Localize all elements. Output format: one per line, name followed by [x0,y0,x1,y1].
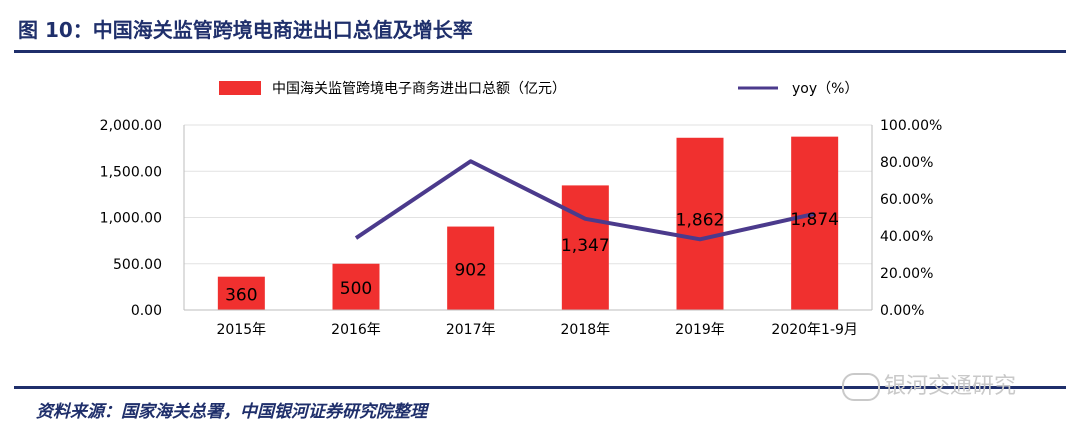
bar-data-label: 360 [225,285,257,305]
bar [447,226,495,310]
y-left-tick-label: 500.00 [113,257,162,273]
y-right-tick-label: 80.00% [880,155,933,171]
legend-line-label: yoy（%） [792,81,858,97]
y-right-tick-label: 40.00% [880,229,933,245]
bar-data-label: 902 [454,260,486,280]
legend-bar-label: 中国海关监管跨境电子商务进出口总额（亿元） [272,81,566,97]
y-left-tick-label: 0.00 [131,303,162,319]
source-note: 资料来源：国家海关总署，中国银河证券研究院整理 [36,402,427,422]
source-rule [14,386,1066,389]
chart: 中国海关监管跨境电子商务进出口总额（亿元） yoy（%） 0.00 500.00 1,0… [100,81,942,338]
x-tick-label: 2016年 [331,322,381,338]
watermark: 银河交通研究 [842,368,1016,401]
bar [217,276,265,310]
legend-bar-swatch [219,81,261,95]
bar-data-label: 1,874 [790,210,839,230]
y-right-tick-label: 20.00% [880,266,933,282]
x-tick-label: 2019年 [675,322,725,338]
y-left-tick-label: 1,000.00 [100,211,162,227]
bar-data-label: 1,347 [561,236,610,256]
bar-data-label: 500 [340,279,372,299]
y-left-tick-label: 1,500.00 [100,164,162,180]
y-right-tick-label: 100.00% [880,118,942,134]
bar [676,137,724,310]
watermark-text: 银河交通研究 [884,374,1017,399]
x-tick-label: 2017年 [446,322,496,338]
y-right-tick-label: 0.00% [880,303,924,319]
yoy-line [354,159,816,242]
x-tick-label: 2020年1-9月 [771,322,858,338]
figure-title: 图 10：中国海关监管跨境电商进出口总值及增长率 [18,18,473,42]
y-right-tick-label: 60.00% [880,192,933,208]
x-tick-label: 2018年 [561,322,611,338]
title-rule [14,50,1066,53]
wechat-icon [842,373,880,401]
bar-data-label: 1,862 [676,211,725,231]
bar [791,136,839,310]
bar [561,185,609,310]
bar [332,263,380,310]
x-tick-label: 2015年 [217,322,267,338]
y-left-tick-label: 2,000.00 [100,118,162,134]
